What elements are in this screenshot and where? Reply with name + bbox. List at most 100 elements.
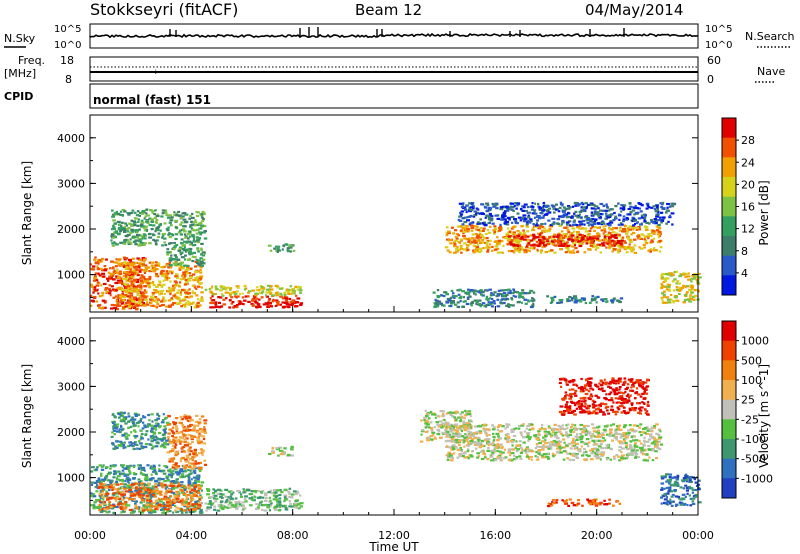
velocity-cell bbox=[187, 450, 190, 453]
power-cell bbox=[167, 266, 170, 269]
velocity-cell bbox=[219, 495, 223, 498]
velocity-cell bbox=[272, 494, 277, 497]
velocity-cell bbox=[106, 498, 110, 501]
power-cell bbox=[191, 259, 195, 263]
power-cell bbox=[550, 238, 555, 241]
power-cell bbox=[589, 223, 593, 226]
power-cell bbox=[179, 281, 182, 284]
power-cell bbox=[507, 291, 511, 294]
power-cell bbox=[657, 230, 661, 233]
power-cell bbox=[121, 282, 124, 285]
velocity-cell bbox=[241, 501, 245, 504]
power-cell bbox=[180, 221, 184, 224]
power-cell bbox=[518, 231, 522, 234]
power-cell bbox=[169, 233, 174, 236]
power-cell bbox=[482, 227, 486, 230]
power-cell bbox=[202, 224, 207, 228]
power-cell bbox=[251, 304, 256, 307]
power-cell bbox=[466, 204, 469, 207]
velocity-cell bbox=[193, 484, 197, 487]
velocity-cell bbox=[138, 447, 142, 450]
power-cell bbox=[200, 299, 204, 302]
power-cell bbox=[613, 242, 616, 245]
power-cell bbox=[583, 234, 586, 238]
power-cell bbox=[123, 240, 127, 243]
velocity-cell bbox=[165, 491, 168, 494]
power-cell bbox=[695, 276, 699, 279]
power-cell bbox=[173, 214, 177, 217]
power-cell bbox=[175, 212, 179, 215]
velocity-cell bbox=[121, 505, 125, 508]
power-cell bbox=[139, 211, 143, 214]
velocity-cell bbox=[184, 511, 188, 514]
power-cell bbox=[515, 238, 519, 241]
power-cell bbox=[565, 221, 570, 224]
power-cell bbox=[643, 238, 646, 241]
power-cell bbox=[109, 274, 113, 277]
velocity-cell bbox=[131, 445, 135, 448]
power-cell bbox=[603, 298, 608, 301]
power-cell bbox=[103, 265, 107, 268]
velocity-cell bbox=[263, 499, 268, 502]
velocity-cell bbox=[217, 504, 221, 507]
power-cell bbox=[163, 211, 166, 214]
power-cell bbox=[276, 245, 281, 248]
power-cell bbox=[176, 284, 180, 287]
velocity-cell bbox=[118, 416, 121, 419]
velocity-cell bbox=[141, 494, 145, 497]
velocity-cell bbox=[116, 503, 121, 506]
velocity-cell bbox=[194, 510, 197, 513]
power-cell bbox=[151, 220, 154, 223]
power-cell bbox=[508, 218, 511, 221]
power-cell bbox=[507, 216, 511, 219]
power-cell bbox=[258, 291, 261, 294]
power-cell bbox=[479, 233, 484, 237]
velocity-cell bbox=[199, 428, 204, 431]
power-cell bbox=[534, 224, 539, 227]
power-cell bbox=[597, 222, 601, 225]
velocity-cell bbox=[183, 488, 187, 491]
power-cell bbox=[288, 297, 292, 301]
velocity-cell bbox=[168, 510, 172, 513]
velocity-cell bbox=[129, 490, 134, 493]
velocity-cell bbox=[172, 436, 175, 439]
velocity-cell bbox=[130, 442, 135, 445]
velocity-cell bbox=[178, 438, 181, 441]
velocity-cell bbox=[120, 495, 125, 498]
velocity-cell bbox=[206, 506, 210, 509]
power-cell bbox=[477, 290, 480, 293]
power-cell bbox=[463, 227, 466, 230]
power-cell bbox=[572, 242, 577, 245]
velocity-cell bbox=[183, 466, 187, 469]
velocity-cell bbox=[167, 423, 171, 426]
velocity-cell bbox=[144, 425, 148, 429]
power-cell bbox=[480, 241, 484, 244]
velocity-cell bbox=[200, 430, 205, 433]
power-cell bbox=[184, 254, 187, 257]
velocity-cell bbox=[518, 424, 521, 428]
power-cell bbox=[637, 234, 640, 237]
power-cell bbox=[522, 206, 526, 209]
power-cell bbox=[123, 261, 127, 264]
power-cell bbox=[510, 235, 513, 238]
velocity-cell bbox=[175, 471, 179, 474]
power-cell bbox=[287, 245, 292, 248]
velocity-cell bbox=[122, 486, 127, 489]
power-cell bbox=[521, 209, 525, 212]
velocity-cell bbox=[174, 495, 178, 498]
power-cell bbox=[154, 209, 157, 212]
power-cell bbox=[572, 251, 576, 254]
power-cell bbox=[200, 231, 204, 234]
power-cell bbox=[161, 244, 165, 247]
power-cell bbox=[132, 220, 136, 223]
power-cell bbox=[617, 202, 620, 205]
power-cell bbox=[156, 235, 160, 238]
power-cell bbox=[476, 225, 479, 228]
velocity-cell bbox=[100, 472, 103, 475]
velocity-cell bbox=[175, 430, 179, 433]
power-cell bbox=[222, 287, 227, 290]
power-cell bbox=[484, 241, 487, 244]
power-cell bbox=[278, 287, 283, 290]
velocity-cell bbox=[175, 465, 179, 468]
power-cell bbox=[184, 258, 187, 261]
